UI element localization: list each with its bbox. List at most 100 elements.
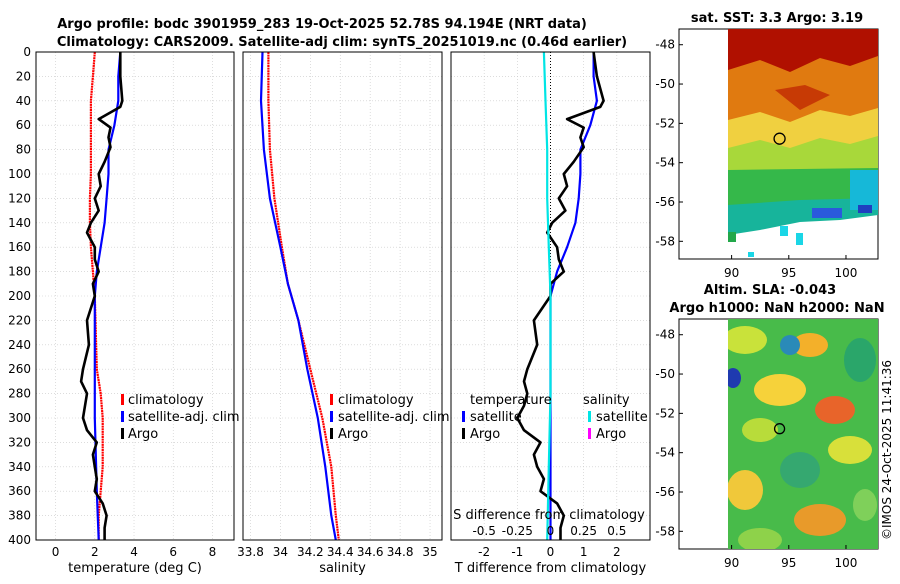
- legend-marker-temp-satellite: [462, 411, 465, 422]
- map-y-tick-label: -48: [655, 328, 675, 342]
- salinity-panel: 33.8 34 34.2 34.4 34.6 34.8 35 salinity: [237, 51, 443, 576]
- legend-label: Argo: [128, 427, 158, 442]
- x-tick-label: -1: [511, 545, 523, 559]
- s-diff-tick-label: 0.5: [607, 524, 626, 538]
- map-x-tick-label: 95: [781, 266, 796, 280]
- x-tick-label: 6: [169, 545, 177, 559]
- series-line-salinity-satellite: [542, 51, 552, 541]
- y-tick-label: 40: [16, 94, 31, 108]
- x-tick-label: 0: [52, 545, 60, 559]
- legend-marker-satellite: [330, 411, 333, 422]
- map-y-tick-label: -58: [655, 234, 675, 248]
- series-line-satellite-adj-clim: [259, 51, 337, 541]
- sst-map: sat. SST: 3.3 Argo: 3.19 -48 -50 -52 -54 -56…: [655, 11, 879, 280]
- map-y-tick-label: -56: [655, 485, 675, 499]
- legend-label: climatology: [128, 393, 204, 408]
- x-tick-label: 33.8: [237, 545, 264, 559]
- axes-frame: [242, 51, 443, 541]
- legend-marker-sal-argo: [588, 428, 591, 439]
- map-x-tick-label: 90: [724, 556, 739, 570]
- legend-label: satellite: [596, 410, 648, 425]
- map-y-tick-label: -52: [655, 406, 675, 420]
- y-tick-label: 260: [8, 362, 31, 376]
- map-x-tick-label: 100: [835, 556, 858, 570]
- s-diff-tick-label: 0: [547, 524, 555, 538]
- sla-field: [728, 319, 878, 549]
- legend-label: satellite-adj. clim: [128, 410, 240, 425]
- y-tick-label: 100: [8, 167, 31, 181]
- legend-marker-sal-satellite: [588, 411, 591, 422]
- x-tick-label: 35: [422, 545, 437, 559]
- y-tick-label: 220: [8, 313, 31, 327]
- salinity-legend: climatology satellite-adj. clim Argo: [330, 393, 450, 442]
- y-tick-label: 80: [16, 143, 31, 157]
- difference-panel: -2 -1 0 1 2 T difference from climatology: [450, 51, 651, 576]
- legend-label: Argo: [338, 427, 368, 442]
- y-tick-label: 120: [8, 191, 31, 205]
- y-tick-label: 400: [8, 533, 31, 547]
- legend-marker-argo: [330, 428, 333, 439]
- map-x-tick-label: 90: [724, 266, 739, 280]
- legend-marker-argo: [121, 428, 124, 439]
- series-line-temperature-satellite: [549, 52, 598, 540]
- map-y-tick-label: -58: [655, 524, 675, 538]
- timestamp: ©IMOS 24-Oct-2025 11:41:36: [880, 360, 894, 540]
- difference-legend: temperature salinity satellite Argo sate…: [462, 393, 648, 442]
- sla-map-title1: Altim. SLA: -0.043: [704, 283, 836, 298]
- title-line1: Argo profile: bodc 3901959_283 19-Oct-20…: [57, 17, 587, 32]
- series-line-climatology: [88, 51, 104, 540]
- s-diff-axis-label: S difference from climatology: [453, 508, 645, 523]
- y-tick-label: 0: [23, 45, 31, 59]
- y-tick-label: 320: [8, 435, 31, 449]
- legend-label: satellite-adj. clim: [338, 410, 450, 425]
- sla-map-axes: -48 -50 -52 -54 -56 -58 90 95 100: [655, 328, 857, 570]
- x-tick-label: 34.4: [327, 545, 354, 559]
- temperature-legend: climatology satellite-adj. clim Argo: [121, 393, 240, 442]
- map-y-tick-label: -54: [655, 156, 675, 170]
- sla-argo-location-marker: [773, 423, 786, 435]
- x-tick-label: 34.6: [357, 545, 384, 559]
- y-tick-label: 300: [8, 411, 31, 425]
- s-diff-tick-label: -0.25: [502, 524, 533, 538]
- y-tick-label: 200: [8, 289, 31, 303]
- map-y-tick-label: -56: [655, 195, 675, 209]
- axes-frame: [450, 51, 651, 541]
- y-tick-label: 160: [8, 240, 31, 254]
- y-tick-label: 380: [8, 509, 31, 523]
- y-tick-label: 60: [16, 118, 31, 132]
- x-tick-label: 4: [130, 545, 138, 559]
- map-y-tick-label: -48: [655, 38, 675, 52]
- map-x-tick-label: 100: [835, 266, 858, 280]
- series-line-climatology: [267, 52, 340, 541]
- y-tick-label: 340: [8, 460, 31, 474]
- s-diff-tick-label: 0.25: [570, 524, 597, 538]
- legend-header-salinity: salinity: [583, 393, 630, 408]
- sla-map-title2: Argo h1000: NaN h2000: NaN: [669, 301, 884, 316]
- legend-marker-temp-argo: [462, 428, 465, 439]
- map-y-tick-label: -50: [655, 77, 675, 91]
- sst-map-axes: -48 -50 -52 -54 -56 -58 90 95 100: [655, 38, 857, 280]
- x-tick-label: 0: [547, 545, 555, 559]
- legend-marker-satellite: [121, 411, 124, 422]
- legend-marker-climatology: [330, 394, 333, 405]
- legend-label: satellite: [470, 410, 522, 425]
- legend-label: climatology: [338, 393, 414, 408]
- sst-map-title: sat. SST: 3.3 Argo: 3.19: [691, 11, 863, 26]
- map-y-tick-label: -52: [655, 116, 675, 130]
- x-axis-label: T difference from climatology: [454, 561, 647, 576]
- sst-argo-location-marker: [773, 132, 786, 145]
- sst-field: [728, 29, 878, 257]
- y-tick-label: 180: [8, 265, 31, 279]
- x-tick-label: 34.8: [387, 545, 414, 559]
- series-line-argo: [79, 52, 124, 540]
- temperature-panel: 0204060801001201401601802002202402602803…: [8, 45, 235, 576]
- x-axis-label: temperature (deg C): [68, 561, 202, 576]
- legend-label: Argo: [470, 427, 500, 442]
- sla-map: Altim. SLA: -0.043 Argo h1000: NaN h2000…: [655, 283, 884, 570]
- y-tick-label: 140: [8, 216, 31, 230]
- title-line2: Climatology: CARS2009. Satellite-adj cli…: [57, 35, 627, 50]
- x-tick-label: 2: [613, 545, 621, 559]
- axes-frame: [35, 51, 235, 541]
- series-line-satellite-adj-clim: [93, 51, 122, 541]
